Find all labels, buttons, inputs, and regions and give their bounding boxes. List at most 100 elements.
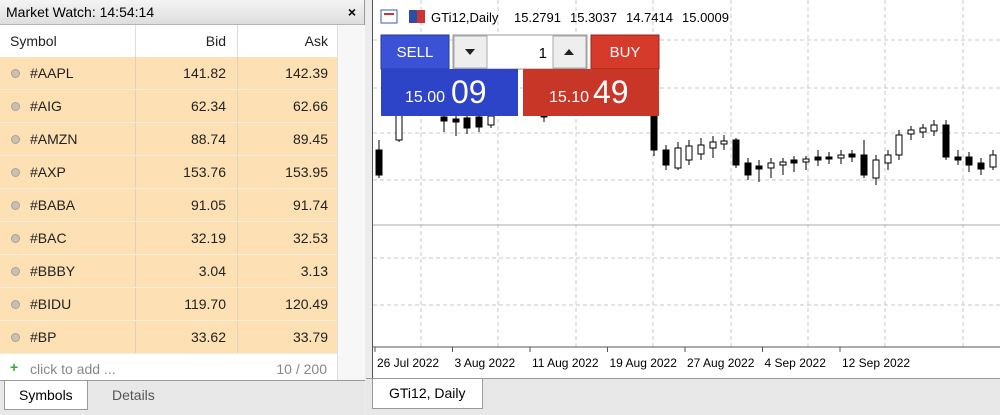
date-label: 26 Jul 2022 — [377, 356, 439, 370]
bid: 33.62 — [190, 329, 226, 345]
buy-label: BUY — [610, 44, 641, 61]
symbol: #AAPL — [30, 65, 74, 81]
bid: 88.74 — [190, 131, 226, 147]
ohlc-value: 15.2791 — [514, 10, 561, 25]
status-dot — [11, 69, 20, 78]
table-header: Symbol Bid Ask — [0, 25, 337, 57]
bid: 141.82 — [183, 65, 226, 81]
column-header[interactable]: Bid — [205, 33, 226, 49]
symbol-row[interactable]: #AXP 153.76 153.95 — [0, 156, 337, 189]
one-click-trading: SELL 1 BUY 15.00 09 15.10 49 — [380, 34, 660, 116]
bid-price: 15.00 — [405, 89, 445, 106]
bid: 91.05 — [190, 197, 226, 213]
date-label: 12 Sep 2022 — [842, 356, 910, 370]
chart-tab-bar: GTi12, Daily — [366, 378, 1000, 415]
symbol-row[interactable]: #AIG 62.34 62.66 — [0, 90, 337, 123]
divider — [135, 222, 136, 254]
divider — [135, 321, 136, 353]
ask-box[interactable] — [523, 69, 659, 116]
column-header[interactable]: Ask — [304, 33, 328, 49]
ohlc-value: 15.0009 — [682, 10, 729, 25]
panel-title: Market Watch: 14:54:14 — [6, 4, 155, 20]
divider — [237, 57, 238, 89]
divider — [135, 57, 136, 89]
date-label: 11 Aug 2022 — [532, 356, 599, 370]
close-button[interactable]: × — [347, 4, 356, 20]
decrease-button[interactable] — [453, 35, 488, 69]
bid: 3.04 — [198, 263, 226, 279]
icon — [380, 9, 398, 24]
scrollbar[interactable] — [337, 25, 365, 380]
date-label: 19 Aug 2022 — [610, 356, 678, 370]
candlesticks — [375, 108, 997, 185]
symbol: #BABA — [30, 197, 76, 213]
ask: 142.39 — [285, 65, 328, 81]
status-dot — [11, 168, 20, 177]
column-divider — [135, 25, 136, 57]
add-symbol-text: click to add ... — [30, 361, 116, 377]
chart-header: GTi12,Daily 15.2791 15.3037 14.7414 15.0… — [380, 9, 729, 25]
ask: 3.13 — [300, 263, 328, 279]
symbol-row[interactable]: #BABA 91.05 91.74 — [0, 189, 337, 222]
price-chart: GTi12,Daily 15.2791 15.3037 14.7414 15.0… — [373, 0, 1000, 370]
status-dot — [11, 333, 20, 342]
down-arrow — [465, 49, 475, 55]
status-dot — [11, 234, 20, 243]
sell-label: SELL — [397, 44, 434, 61]
chart-window: GTi12,Daily 15.2791 15.3037 14.7414 15.0… — [372, 0, 1000, 378]
date-label: 27 Aug 2022 — [687, 356, 755, 370]
symbol-row[interactable]: #BBBY 3.04 3.13 — [0, 255, 337, 288]
buy-button[interactable] — [590, 34, 660, 70]
symbol: #BP — [30, 329, 57, 345]
ask: 89.45 — [292, 131, 328, 147]
date-axis: 26 Jul 2022 3 Aug 2022 11 Aug 2022 19 Aug 2… — [374, 347, 910, 370]
divider — [237, 321, 238, 353]
divider — [237, 90, 238, 122]
symbol: #AMZN — [30, 131, 78, 147]
bid: 32.19 — [190, 230, 226, 246]
bid: 119.70 — [184, 296, 226, 312]
symbol-row[interactable]: #BAC 32.19 32.53 — [0, 222, 337, 255]
chart-tab[interactable]: GTi12, Daily — [372, 379, 483, 409]
ask: 120.49 — [285, 296, 328, 312]
market-watch-panel: Market Watch: 14:54:14 × Symbol Bid Ask … — [0, 0, 365, 380]
tab[interactable]: Details — [112, 387, 155, 403]
symbol: #AXP — [30, 164, 66, 180]
date-label: 4 Sep 2022 — [765, 356, 827, 370]
bid-pips: 09 — [451, 74, 487, 110]
icon — [417, 10, 425, 23]
divider — [135, 123, 136, 155]
symbol-count: 10 / 200 — [276, 361, 327, 377]
divider — [237, 123, 238, 155]
divider — [237, 156, 238, 188]
ask: 62.66 — [292, 98, 328, 114]
symbol-row[interactable]: #BIDU 119.70 120.49 — [0, 288, 337, 321]
ask: 33.79 — [292, 329, 328, 345]
divider — [135, 90, 136, 122]
symbol-row[interactable]: #AAPL 141.82 142.39 — [0, 57, 337, 90]
tab[interactable]: Symbols — [4, 381, 88, 410]
divider — [237, 222, 238, 254]
date-label: 3 Aug 2022 — [455, 356, 516, 370]
bid-box[interactable] — [381, 69, 518, 116]
divider — [135, 288, 136, 320]
ask-pips: 49 — [593, 74, 629, 110]
status-dot — [11, 102, 20, 111]
icon — [384, 13, 394, 15]
column-header[interactable]: Symbol — [10, 33, 57, 49]
status-dot — [11, 267, 20, 276]
divider — [135, 255, 136, 287]
symbol: #BBBY — [30, 263, 76, 279]
symbol-row[interactable]: #AMZN 88.74 89.45 — [0, 123, 337, 156]
symbol-row[interactable]: #BP 33.62 33.79 — [0, 321, 337, 354]
up-arrow — [564, 49, 574, 55]
tab-bar: Symbols Details — [0, 380, 365, 415]
volume-value[interactable]: 1 — [539, 45, 547, 62]
ohlc-value: 14.7414 — [626, 10, 673, 25]
column-divider — [237, 25, 238, 57]
status-dot — [11, 300, 20, 309]
status-dot — [11, 135, 20, 144]
add-symbol-row[interactable]: + click to add ... 10 / 200 — [0, 357, 337, 379]
bid: 153.76 — [183, 164, 226, 180]
